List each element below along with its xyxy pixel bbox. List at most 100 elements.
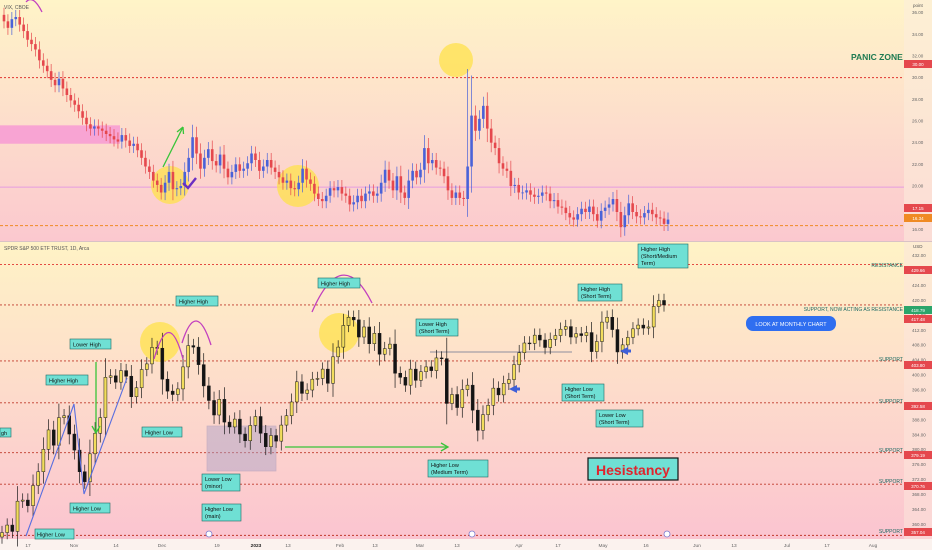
vix-candle [207, 142, 210, 165]
top-panel-background [0, 0, 932, 241]
vix-candle [222, 144, 226, 179]
vix-candle [509, 160, 513, 197]
vix-candle [163, 175, 167, 201]
event-marker-icon[interactable] [468, 530, 476, 538]
vix-candle [285, 173, 289, 190]
vix-candle [49, 64, 53, 87]
spy-candle [186, 334, 190, 379]
vix-candle [203, 149, 206, 177]
svg-text:392.58: 392.58 [911, 404, 925, 409]
spy-candle [93, 422, 97, 466]
support-label: SUPPORT [879, 357, 903, 363]
spy-candle [300, 374, 304, 401]
vix-candle [195, 126, 198, 165]
vix-candle [26, 23, 29, 47]
vix-candle [199, 143, 202, 179]
vix-candle [450, 183, 454, 205]
spy-candle [403, 370, 408, 392]
vix-candle [30, 32, 33, 52]
vix-candle [297, 175, 300, 197]
spy-axis-tick-label: 396.00 [912, 388, 926, 393]
vix-candle [313, 176, 316, 202]
vix-candle [132, 136, 135, 153]
vix-candle [540, 185, 544, 203]
support-label: SUPPORT [879, 399, 903, 405]
svg-text:Higher High: Higher High [641, 247, 670, 253]
monthly-chart-callout[interactable]: LOOK AT MONTHLY CHART [746, 316, 836, 331]
vix-candle [332, 181, 336, 198]
vix-candle [623, 206, 627, 236]
svg-text:Higher High: Higher High [179, 300, 208, 306]
vix-candle [643, 206, 646, 225]
svg-text:429.66: 429.66 [911, 268, 925, 273]
vix-highlight-circle [439, 43, 473, 77]
svg-text:Higher Low: Higher Low [431, 463, 459, 469]
vix-symbol-title: VIX, CBOE [4, 5, 30, 11]
time-axis-tick-label: Dec [158, 543, 167, 549]
spy-candle [393, 329, 397, 388]
spy-candle [264, 424, 268, 456]
svg-text:(Short Term): (Short Term) [599, 420, 630, 426]
vix-price-badge: 17.15 [904, 204, 932, 212]
spy-candle [543, 333, 547, 355]
spy-candle [196, 337, 201, 375]
spy-candle [455, 386, 459, 416]
vix-candle [265, 152, 269, 174]
vix-candle [73, 93, 77, 112]
time-axis[interactable]: 17 Nov 14 Dec 19 2023 13 Feb 13 Mar 13 Apr 17 May 16 Ju… [25, 543, 877, 549]
vix-candle [136, 136, 139, 158]
vix-candle [556, 193, 560, 214]
spy-candle [119, 363, 123, 390]
vix-candle [89, 117, 92, 136]
time-axis-background[interactable] [0, 539, 932, 550]
spy-candle [569, 319, 573, 345]
label-higher-low-main: Higher Low(main) [201, 503, 242, 522]
vix-candle [423, 135, 426, 183]
spy-candle [295, 370, 299, 413]
spy-candle [176, 382, 180, 402]
svg-text:(Short Term): (Short Term) [565, 394, 596, 400]
vix-green-arrow [162, 126, 184, 168]
spy-candle [450, 387, 454, 411]
vix-candle [399, 165, 403, 204]
vix-candle [446, 166, 450, 200]
spy-axis-tick-label: 380.00 [912, 447, 926, 452]
spy-candle [646, 320, 651, 335]
vix-candle [301, 159, 304, 193]
vix-candle [647, 202, 650, 221]
vix-candle [489, 118, 493, 153]
label-higher-low-short-term: Higher Low(Short Term) [561, 383, 605, 402]
spy-axis-tick-label: 432.00 [912, 253, 926, 258]
vix-candle [305, 160, 308, 188]
vix-candle [403, 185, 407, 205]
spy-candle [605, 310, 609, 329]
spy-candle [579, 326, 583, 343]
vix-candle [572, 210, 576, 227]
vix-candle [273, 160, 277, 179]
vix-candle [576, 207, 579, 227]
vix-candle [588, 199, 591, 220]
vix-axis-tick-label: 22.00 [912, 162, 924, 167]
spy-candle [600, 311, 604, 353]
spy-candle [563, 319, 568, 336]
event-marker-icon[interactable] [205, 530, 213, 538]
support-resistance-label: SUPPORT, NOW ACTING AS RESISTANCE [804, 307, 904, 313]
spy-candle [538, 328, 542, 347]
spy-candle [496, 381, 501, 402]
spy-candle [481, 405, 485, 440]
vix-candle [320, 191, 324, 209]
vix-candle [595, 207, 599, 228]
svg-text:403.80: 403.80 [911, 363, 925, 368]
vix-candle [140, 143, 143, 165]
svg-text:LOOK AT MONTHLY CHART: LOOK AT MONTHLY CHART [755, 322, 827, 328]
vix-candle [599, 203, 603, 229]
event-marker-icon[interactable] [663, 530, 671, 538]
spy-price-badge: 357.04 [904, 528, 932, 536]
vix-candle [635, 204, 638, 224]
vix-candle [93, 119, 96, 136]
vix-axis-tick-label: 36.00 [912, 10, 924, 15]
vix-axis-unit: point [913, 3, 924, 8]
vix-candle [387, 161, 391, 189]
